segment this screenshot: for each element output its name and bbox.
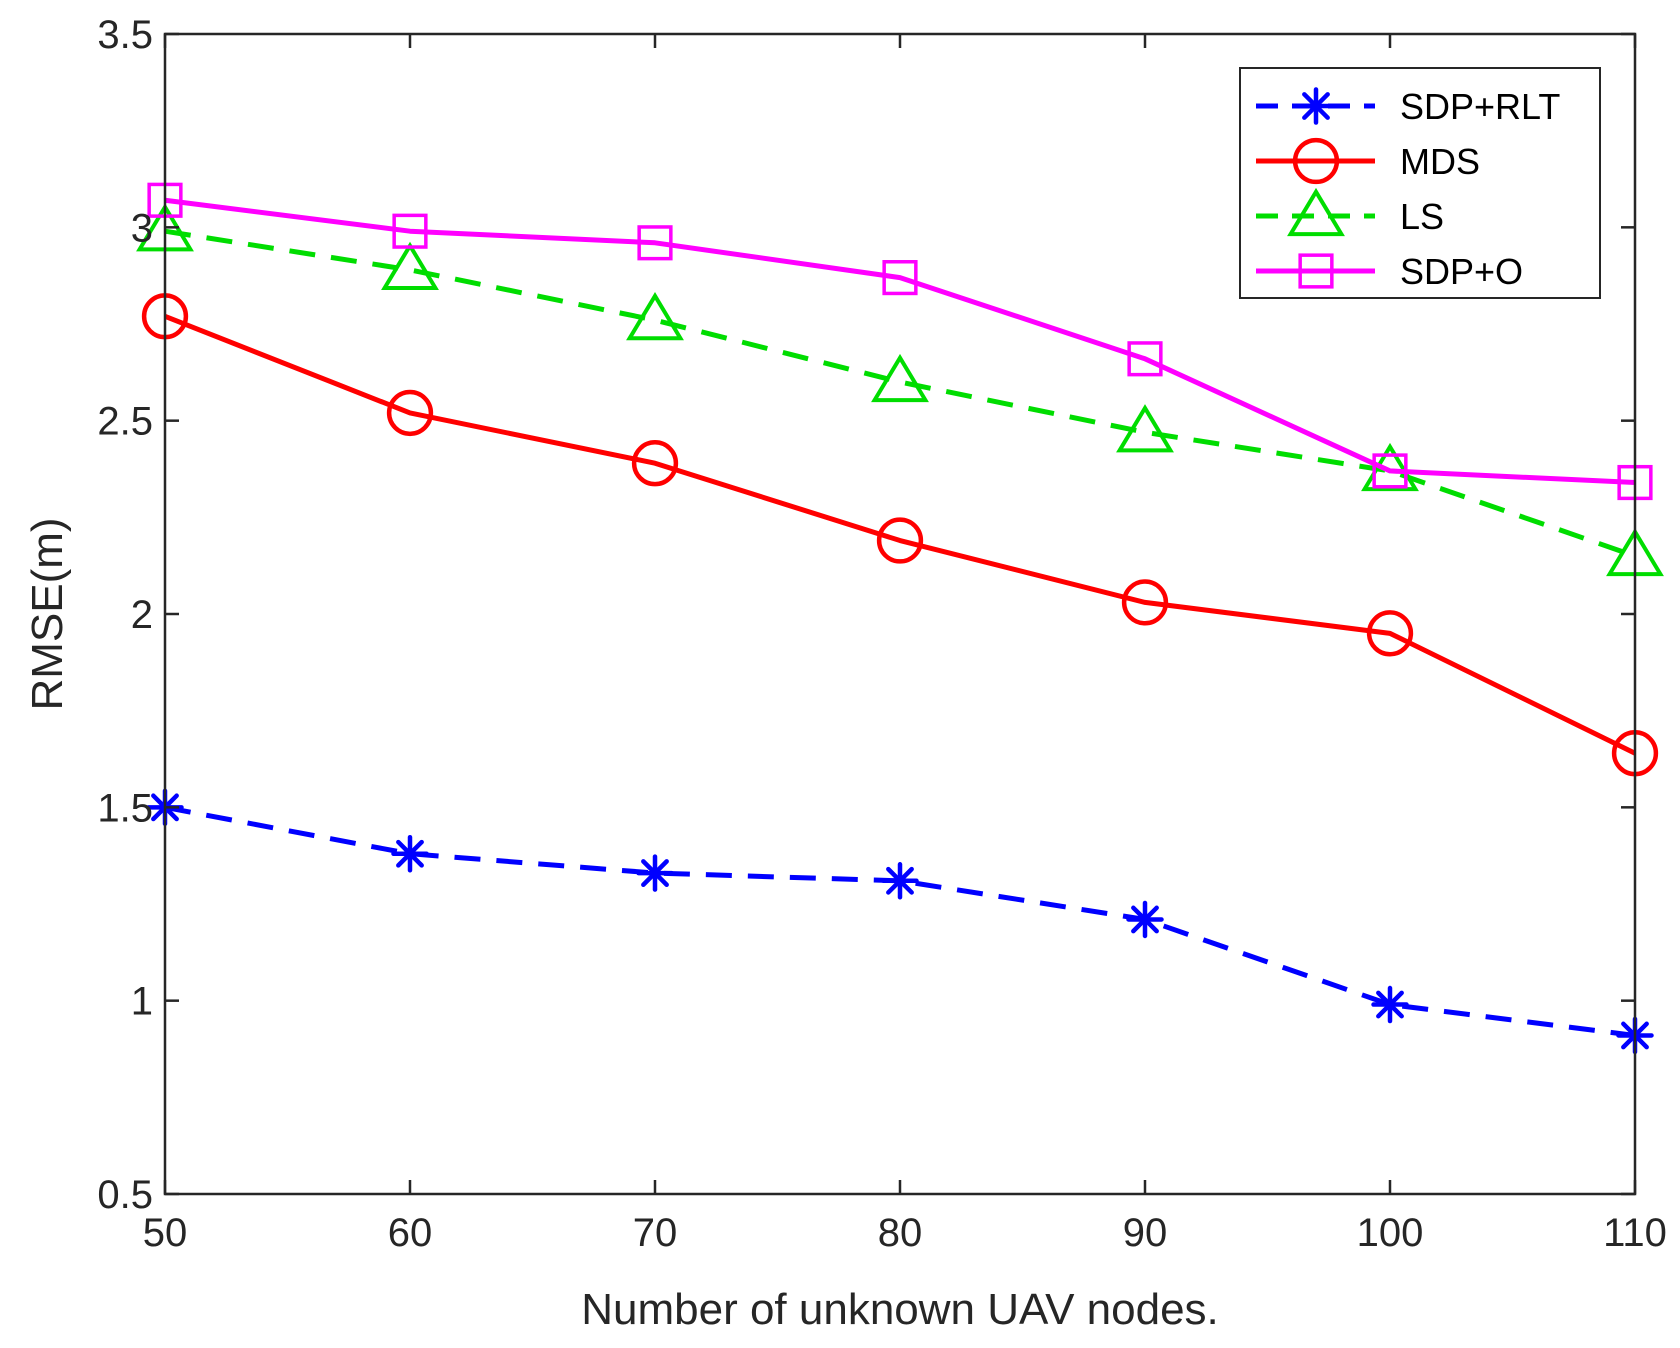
y-tick-label: 2.5 — [97, 400, 153, 444]
data-point-asterisk — [881, 862, 919, 900]
series-line — [164, 313, 1637, 756]
data-point-asterisk — [391, 834, 429, 873]
legend-label: SDP+O — [1400, 251, 1523, 292]
legend-item: MDS — [1256, 137, 1480, 185]
legend: SDP+RLT MDS LS SDP+O — [1239, 67, 1601, 299]
data-point-asterisk — [1126, 900, 1164, 939]
data-point-circle — [1121, 579, 1169, 626]
series-line — [164, 197, 1636, 486]
data-point-asterisk — [1371, 985, 1409, 1024]
data-point-square — [1127, 341, 1163, 377]
data-point-triangle — [1287, 187, 1345, 237]
y-axis-label: RMSE(m) — [23, 517, 72, 710]
data-point-triangle — [1361, 442, 1419, 492]
x-tick-label: 100 — [1357, 1211, 1424, 1255]
y-tick-label: 0.5 — [97, 1173, 153, 1217]
series-sdp-o — [147, 182, 1653, 501]
data-point-circle — [1366, 610, 1414, 657]
data-point-square — [882, 260, 918, 296]
y-tick-label: 2 — [131, 593, 153, 637]
data-point-triangle — [1116, 404, 1174, 453]
x-tick-label: 70 — [633, 1211, 678, 1255]
legend-label: MDS — [1400, 141, 1480, 182]
data-point-square — [1372, 453, 1408, 489]
x-tick-label: 90 — [1123, 1211, 1168, 1255]
data-point-triangle — [871, 353, 929, 403]
series-mds — [141, 293, 1659, 777]
legend-item: LS — [1256, 187, 1444, 237]
x-tick-label: 50 — [143, 1211, 188, 1255]
y-tick-label: 1 — [131, 980, 153, 1024]
data-point-circle — [631, 440, 679, 487]
y-tick-label: 1.5 — [97, 786, 153, 830]
data-point-circle — [386, 389, 434, 437]
data-point-triangle — [381, 241, 439, 291]
series-layer — [136, 182, 1664, 1055]
x-tick-label: 80 — [878, 1211, 923, 1255]
y-tick-label: 3 — [131, 206, 153, 250]
data-point-asterisk — [1297, 87, 1335, 125]
legend-label: LS — [1400, 196, 1444, 237]
legend-item: SDP+O — [1256, 251, 1523, 292]
data-point-square — [637, 225, 673, 261]
data-point-triangle — [626, 292, 684, 341]
x-tick-label: 60 — [388, 1211, 433, 1255]
legend-item: SDP+RLT — [1256, 86, 1560, 127]
data-point-square — [1298, 253, 1334, 289]
y-tick-label: 3.5 — [97, 13, 153, 57]
data-point-circle — [876, 517, 924, 564]
data-point-circle — [1292, 137, 1340, 185]
legend-label: SDP+RLT — [1400, 86, 1560, 127]
x-axis-label: Number of unknown UAV nodes. — [581, 1285, 1219, 1334]
x-tick-label: 110 — [1603, 1211, 1667, 1255]
series-line — [164, 804, 1636, 1038]
data-point-asterisk — [636, 854, 674, 892]
data-point-square — [392, 213, 428, 249]
series-sdp-rlt — [146, 788, 1654, 1055]
ticks-layer: 50 60 70 80 90 100 110 0.5 1 1.5 2 2.5 3 3.5 — [97, 13, 1667, 1255]
